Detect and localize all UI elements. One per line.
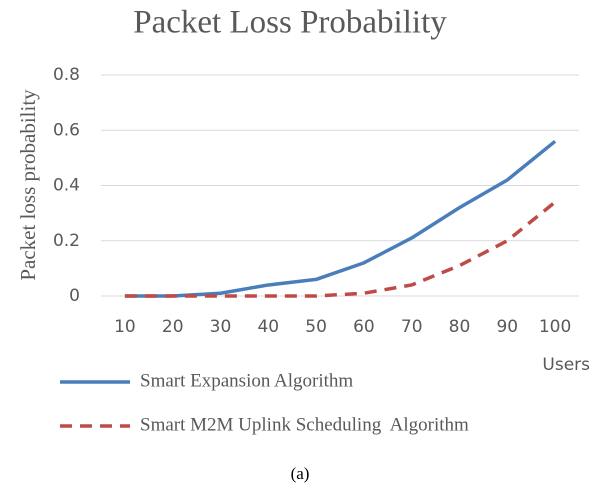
y-tick-label: 0.4 — [53, 176, 80, 196]
x-tick-label: 70 — [401, 317, 423, 337]
x-tick-label: 100 — [539, 317, 571, 337]
x-tick-label: 60 — [353, 317, 375, 337]
x-axis-label: Users — [542, 355, 590, 375]
x-tick-label: 20 — [162, 317, 184, 337]
legend-label: Smart Expansion Algorithm — [140, 370, 353, 391]
y-tick-label: 0.2 — [53, 231, 80, 251]
x-tick-label: 40 — [257, 317, 279, 337]
x-tick-label: 50 — [305, 317, 327, 337]
x-tick-label: 30 — [210, 317, 232, 337]
y-tick-label: 0.6 — [53, 120, 80, 140]
y-tick-label: 0.8 — [53, 65, 80, 85]
x-tick-label: 80 — [449, 317, 471, 337]
chart-title: Packet Loss Probability — [133, 5, 447, 41]
y-tick-label: 0 — [69, 286, 80, 306]
caption: (a) — [291, 464, 310, 483]
series-line — [124, 139, 557, 298]
legend-label: Smart M2M Uplink Scheduling Algorithm — [140, 414, 469, 435]
x-tick-label: 10 — [114, 317, 136, 337]
x-tick-label: 90 — [496, 317, 518, 337]
y-axis-label: Packet loss probability — [16, 89, 40, 281]
series-line — [124, 200, 557, 298]
